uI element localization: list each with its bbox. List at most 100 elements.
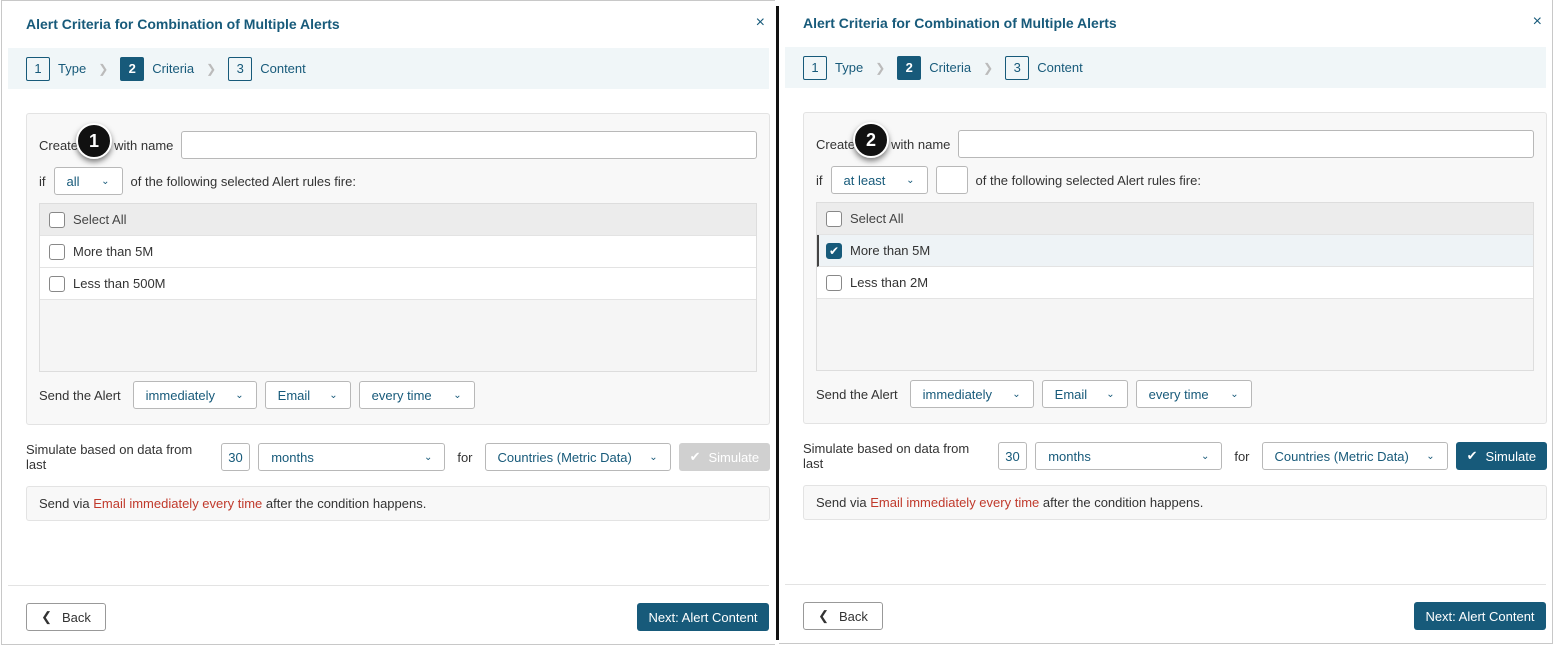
step-1-number[interactable]: 1 xyxy=(26,56,50,81)
timing-value: immediately xyxy=(922,386,993,402)
rule-label: More than 5M xyxy=(850,243,931,258)
chevron-right-icon: ❯ xyxy=(98,61,109,76)
list-item[interactable]: Less than 2M xyxy=(817,267,1533,299)
simulate-count-input[interactable]: 30 xyxy=(997,442,1028,470)
chevron-down-icon: ⌄ xyxy=(649,451,658,463)
send-alert-label: Send the Alert xyxy=(816,386,898,402)
back-button[interactable]: ❮ Back xyxy=(26,603,106,631)
chevron-right-icon: ❯ xyxy=(983,60,994,75)
step-3-label[interactable]: Content xyxy=(1037,60,1083,75)
fire-label: of the following selected Alert rules fi… xyxy=(975,172,1201,188)
select-all-checkbox[interactable] xyxy=(826,210,842,227)
chevron-down-icon: ⌄ xyxy=(1012,388,1021,400)
chevron-left-icon: ❮ xyxy=(818,608,829,623)
select-all-row[interactable]: Select All xyxy=(817,203,1533,235)
simulate-button[interactable]: ✔ Simulate xyxy=(1455,442,1547,470)
step-1-number[interactable]: 1 xyxy=(803,55,827,80)
condition-select[interactable]: all ⌄ xyxy=(53,167,123,195)
select-all-row[interactable]: Select All xyxy=(40,204,756,236)
channel-select[interactable]: Email ⌄ xyxy=(1041,380,1128,408)
select-all-checkbox[interactable] xyxy=(49,211,65,228)
simulate-label: Simulate based on data from last xyxy=(803,441,970,471)
chevron-down-icon: ⌄ xyxy=(423,451,433,463)
summary-highlight: Email immediately every time xyxy=(93,496,263,511)
for-label: for xyxy=(1234,448,1250,464)
send-alert-label: Send the Alert xyxy=(39,387,121,403)
close-icon[interactable]: × xyxy=(755,14,765,31)
chevron-right-icon: ❯ xyxy=(875,60,886,75)
rule-checkbox[interactable] xyxy=(49,243,65,260)
step-1-label[interactable]: Type xyxy=(835,60,864,75)
list-item[interactable]: Less than 500M xyxy=(40,268,756,300)
frequency-select[interactable]: every time ⌄ xyxy=(358,381,475,409)
chevron-down-icon: ⌄ xyxy=(1200,450,1210,462)
chevron-left-icon: ❮ xyxy=(41,609,52,624)
step-3-number[interactable]: 3 xyxy=(228,56,253,81)
close-icon[interactable]: × xyxy=(1532,13,1542,30)
step-3-label[interactable]: Content xyxy=(260,61,306,76)
simulate-unit-select[interactable]: months ⌄ xyxy=(258,443,446,471)
simulate-source-select[interactable]: Countries (Metric Data) ⌄ xyxy=(1261,442,1448,470)
alert-name-input[interactable] xyxy=(958,130,1534,158)
step-3-number[interactable]: 3 xyxy=(1005,55,1030,80)
create-label-end: with name xyxy=(114,137,174,153)
condition-value: at least xyxy=(843,172,886,188)
timing-select[interactable]: immediately ⌄ xyxy=(909,380,1034,408)
step-2-label[interactable]: Criteria xyxy=(152,61,195,76)
condition-select[interactable]: at least ⌄ xyxy=(830,166,928,194)
next-alert-content-button[interactable]: Next: Alert Content xyxy=(1414,602,1546,630)
back-label: Back xyxy=(839,608,868,624)
next-alert-content-button[interactable]: Next: Alert Content xyxy=(637,603,769,631)
create-label-start: Create xyxy=(816,136,856,152)
rule-checkbox[interactable] xyxy=(49,275,65,292)
list-item[interactable]: More than 5M xyxy=(40,236,756,268)
criteria-box: Create with name 1 if all ⌄ of the follow… xyxy=(26,113,770,425)
simulate-source-select[interactable]: Countries (Metric Data) ⌄ xyxy=(484,443,671,471)
summary-prefix: Send via xyxy=(39,496,90,511)
if-label: if xyxy=(39,173,46,189)
create-label-start: Create xyxy=(39,137,79,153)
rule-checkbox[interactable] xyxy=(826,274,842,291)
simulate-unit-value: months xyxy=(1048,448,1091,464)
frequency-value: every time xyxy=(1148,386,1209,402)
rule-label: More than 5M xyxy=(73,244,154,259)
simulate-source-value: Countries (Metric Data) xyxy=(497,449,632,465)
frequency-select[interactable]: every time ⌄ xyxy=(1135,380,1252,408)
chevron-down-icon: ⌄ xyxy=(1106,388,1115,400)
criteria-box: Create with name 2 if at least ⌄ of the f… xyxy=(803,112,1547,424)
create-label-end: with name xyxy=(891,136,951,152)
simulate-count-input[interactable]: 30 xyxy=(220,443,251,471)
summary-highlight: Email immediately every time xyxy=(870,495,1040,510)
footer-divider xyxy=(8,585,769,586)
chevron-down-icon: ⌄ xyxy=(329,389,338,401)
step-1-label[interactable]: Type xyxy=(58,61,87,76)
simulate-unit-value: months xyxy=(271,449,314,465)
panel-divider xyxy=(776,6,779,640)
step-2-number[interactable]: 2 xyxy=(120,56,145,81)
count-input[interactable] xyxy=(935,166,968,194)
step-2-number[interactable]: 2 xyxy=(897,55,922,80)
channel-select[interactable]: Email ⌄ xyxy=(264,381,351,409)
chevron-down-icon: ⌄ xyxy=(906,174,915,186)
alert-name-input[interactable] xyxy=(181,131,757,159)
condition-value: all xyxy=(66,173,80,189)
chevron-down-icon: ⌄ xyxy=(453,389,462,401)
summary-suffix: after the condition happens. xyxy=(265,496,427,511)
check-icon: ✔ xyxy=(689,449,701,464)
rule-label: Less than 2M xyxy=(850,275,929,290)
simulate-unit-select[interactable]: months ⌄ xyxy=(1035,442,1223,470)
back-button[interactable]: ❮ Back xyxy=(803,602,883,630)
step-callout-badge: 1 xyxy=(76,123,112,159)
list-item[interactable]: ✔ More than 5M xyxy=(817,235,1533,267)
simulate-button[interactable]: ✔ Simulate xyxy=(678,443,770,471)
timing-value: immediately xyxy=(145,387,216,403)
select-all-label: Select All xyxy=(850,211,904,226)
select-all-label: Select All xyxy=(73,212,127,227)
timing-select[interactable]: immediately ⌄ xyxy=(132,381,257,409)
summary-box: Send via Email immediately every time af… xyxy=(803,485,1547,520)
step-2-label[interactable]: Criteria xyxy=(929,60,972,75)
summary-text: Send via Email immediately every time af… xyxy=(39,496,426,511)
rule-checkbox[interactable]: ✔ xyxy=(826,242,842,259)
back-label: Back xyxy=(62,609,91,625)
check-icon: ✔ xyxy=(1466,448,1478,463)
